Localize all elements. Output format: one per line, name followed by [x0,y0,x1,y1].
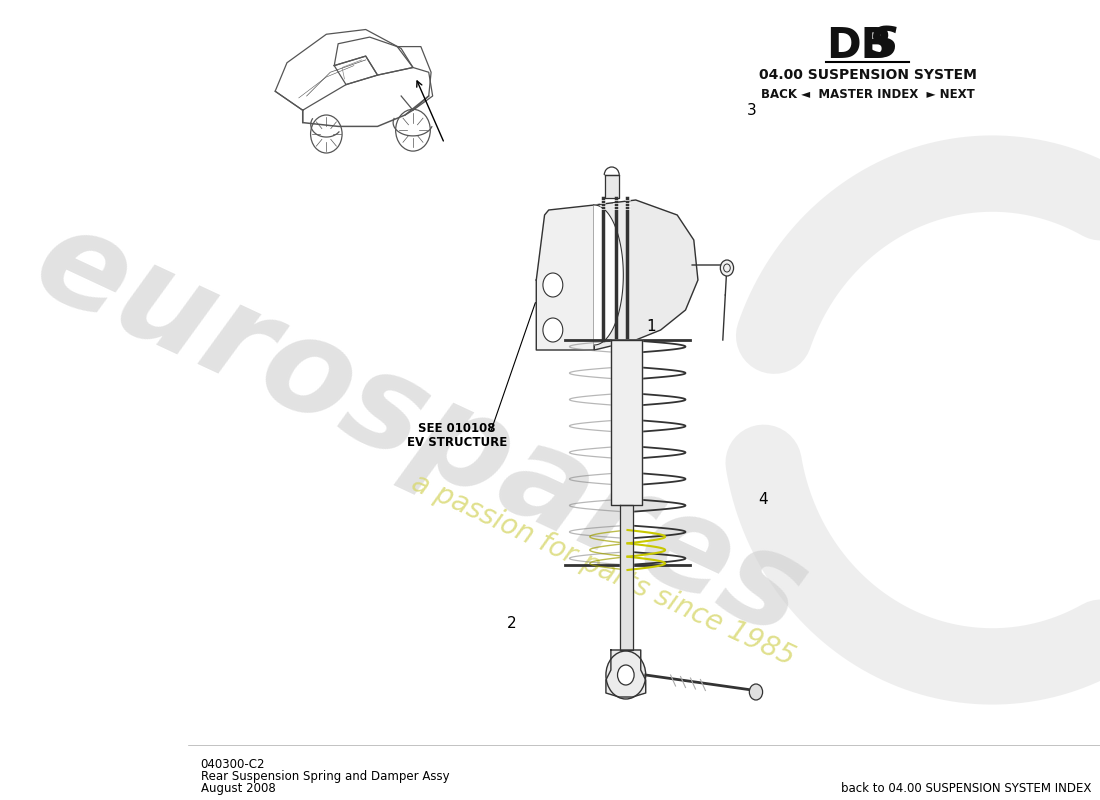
Polygon shape [606,650,646,697]
Circle shape [543,273,563,297]
Text: BACK ◄  MASTER INDEX  ► NEXT: BACK ◄ MASTER INDEX ► NEXT [761,88,975,101]
Polygon shape [605,175,619,198]
Text: 1: 1 [647,319,657,334]
Circle shape [606,651,646,699]
Polygon shape [610,340,642,505]
Text: 2: 2 [507,617,517,631]
Text: back to 04.00 SUSPENSION SYSTEM INDEX: back to 04.00 SUSPENSION SYSTEM INDEX [842,782,1091,795]
Text: S: S [868,25,898,67]
Circle shape [720,260,734,276]
Text: DB: DB [826,25,893,67]
Text: 3: 3 [747,103,757,118]
Text: 040300-C2: 040300-C2 [200,758,265,771]
Circle shape [617,665,634,685]
Polygon shape [620,505,634,650]
Polygon shape [594,200,697,350]
Text: August 2008: August 2008 [200,782,275,795]
Text: SEE 010108: SEE 010108 [418,422,496,434]
Text: 4: 4 [758,493,768,507]
Circle shape [543,318,563,342]
Polygon shape [594,205,624,345]
Text: EV STRUCTURE: EV STRUCTURE [407,435,507,449]
Circle shape [749,684,762,700]
Text: a passion for parts since 1985: a passion for parts since 1985 [407,469,799,671]
Text: eurospares: eurospares [15,196,825,664]
Text: 04.00 SUSPENSION SYSTEM: 04.00 SUSPENSION SYSTEM [759,68,977,82]
Polygon shape [537,205,594,350]
Text: Rear Suspension Spring and Damper Assy: Rear Suspension Spring and Damper Assy [200,770,449,783]
